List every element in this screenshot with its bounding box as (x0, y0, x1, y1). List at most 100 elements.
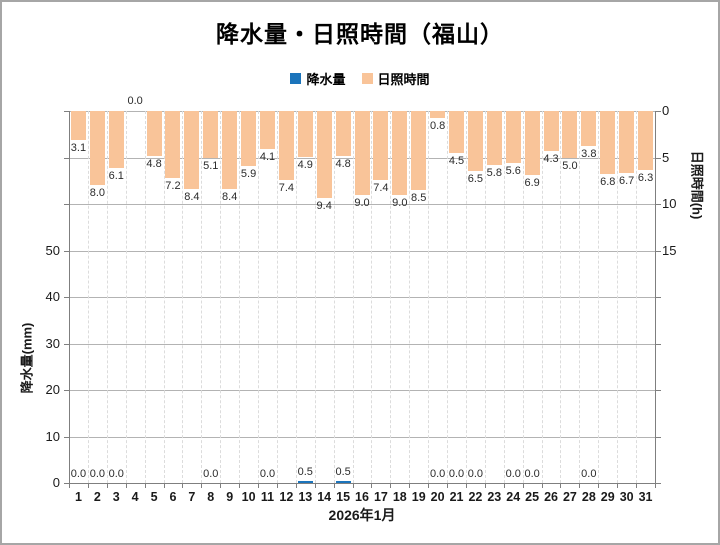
x-axis-tick (69, 483, 70, 488)
sunshine-value-label: 5.1 (203, 160, 219, 173)
x-axis-tick (503, 483, 505, 488)
right-axis-tick (656, 111, 661, 112)
day-tick-label: 20 (430, 490, 445, 504)
x-axis-tick (87, 483, 89, 488)
left-tick-label: 40 (45, 289, 60, 304)
sunshine-value-label: 8.4 (184, 191, 200, 204)
left-axis-tick (64, 157, 69, 159)
gridline-vertical (295, 111, 297, 483)
day-tick-label: 29 (600, 490, 615, 504)
sunshine-value-label: 9.4 (316, 200, 332, 213)
gridline-vertical (201, 111, 203, 483)
day-tick-label: 5 (150, 490, 158, 504)
precip-bar (335, 480, 351, 483)
day-tick-label: 18 (392, 490, 407, 504)
legend: 降水量 日照時間 (2, 69, 718, 88)
gridline-vertical (484, 111, 486, 483)
gridline-vertical (276, 111, 278, 483)
gridline-vertical (636, 111, 638, 483)
right-axis-tick (656, 343, 661, 345)
gridline-horizontal (69, 297, 655, 298)
precip-value-label: 0.0 (581, 468, 597, 480)
precip-value-label: 0.0 (429, 468, 446, 480)
sunshine-value-label: 4.8 (146, 157, 162, 170)
sunshine-value-label: 4.3 (543, 152, 559, 165)
sunshine-value-label: 4.8 (335, 157, 351, 170)
left-tick-label: 0 (52, 475, 60, 490)
precip-value-label: 0.5 (297, 465, 313, 478)
gridline-vertical (447, 111, 449, 483)
sunshine-value-label: 5.8 (486, 166, 502, 179)
gridline-vertical (352, 111, 354, 483)
sunshine-bar (70, 111, 86, 140)
x-axis-tick (541, 483, 543, 488)
left-axis-line (69, 111, 70, 484)
gridline-vertical (163, 111, 165, 483)
sunshine-value-label: 4.1 (259, 151, 276, 164)
sunshine-bar (619, 111, 635, 174)
x-axis-tick (352, 483, 354, 488)
sunshine-bar (203, 111, 219, 159)
day-tick-label: 6 (169, 490, 177, 504)
right-tick-label: 5 (662, 149, 670, 165)
sunshine-value-label: 9.0 (392, 196, 408, 209)
sunshine-bar (89, 111, 105, 186)
x-axis-tick (484, 483, 486, 488)
x-axis-tick (579, 483, 581, 488)
day-tick-label: 14 (317, 490, 332, 504)
day-tick-label: 2 (93, 490, 101, 504)
sunshine-value-label: 5.0 (562, 159, 578, 172)
x-axis-month-label: 2026年1月 (328, 507, 396, 523)
gridline-vertical (106, 111, 108, 483)
sunshine-value-label: 8.5 (411, 192, 427, 205)
gridline-vertical (522, 111, 524, 483)
day-tick-label: 21 (449, 490, 464, 504)
precip-bar (297, 480, 313, 483)
sunshine-value-label: 0.8 (429, 120, 446, 133)
sunshine-value-label: 0.0 (127, 95, 143, 107)
right-tick-label: 15 (662, 242, 677, 258)
gridline-vertical (87, 111, 89, 483)
sunshine-value-label: 5.6 (505, 165, 521, 178)
day-tick-label: 12 (279, 490, 294, 504)
left-axis-tick (64, 390, 69, 391)
day-tick-label: 26 (544, 490, 558, 504)
sunshine-value-label: 3.8 (581, 148, 597, 161)
gridline-vertical (390, 111, 392, 483)
sunshine-value-label: 6.1 (108, 169, 124, 182)
sunshine-bar (316, 111, 332, 199)
left-axis-tick (64, 436, 69, 438)
x-axis-tick (636, 483, 638, 488)
sunshine-swatch-icon (361, 73, 373, 84)
precip-value-label: 0.0 (505, 468, 521, 480)
sunshine-value-label: 6.3 (637, 171, 654, 184)
sunshine-bar (411, 111, 427, 191)
left-tick-label: 30 (45, 335, 60, 351)
sunshine-bar (430, 111, 446, 119)
day-tick-label: 16 (355, 490, 369, 504)
gridline-vertical (144, 111, 146, 483)
right-axis-tick (656, 157, 661, 159)
x-axis-tick (220, 483, 222, 488)
day-tick-label: 7 (188, 490, 196, 504)
gridline-horizontal (69, 390, 655, 391)
gridline-horizontal (69, 204, 655, 205)
day-tick-label: 11 (260, 490, 275, 504)
sunshine-bar (600, 111, 616, 175)
gridline-horizontal (69, 343, 655, 345)
x-axis-tick (106, 483, 108, 488)
sunshine-value-label: 7.4 (278, 181, 295, 194)
chart-title: 降水量・日照時間（福山） (216, 21, 504, 47)
sunshine-bar (486, 111, 502, 165)
x-axis-tick (522, 483, 524, 488)
gridline-vertical (598, 111, 600, 483)
sunshine-value-label: 3.1 (70, 141, 87, 154)
x-axis-tick (163, 483, 165, 488)
day-tick-label: 30 (619, 490, 634, 504)
left-tick-label: 20 (45, 382, 60, 397)
right-axis-tick (656, 483, 661, 484)
gridline-vertical (560, 111, 562, 483)
precip-value-label: 0.0 (259, 468, 276, 480)
gridline-vertical (465, 111, 467, 483)
